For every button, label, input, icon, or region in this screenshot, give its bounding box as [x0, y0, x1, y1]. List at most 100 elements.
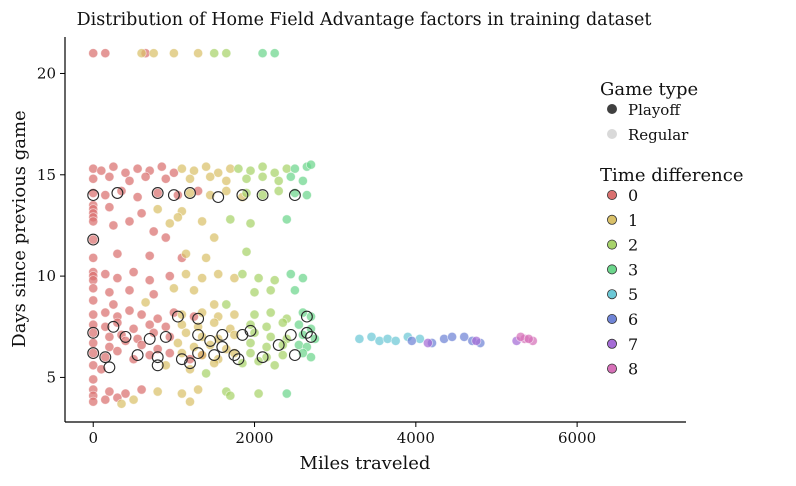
- point-series-2-43: [201, 368, 212, 379]
- point-series-7-1: [471, 335, 482, 346]
- y-tick-label-3: 20: [37, 64, 56, 82]
- point-series-1-26: [213, 269, 224, 280]
- point-series-1-21: [209, 232, 220, 243]
- point-series-3-22: [305, 352, 316, 363]
- point-series-3-12: [289, 285, 300, 296]
- legend-hue-label-5: 6: [628, 310, 638, 329]
- point-series-2-2: [233, 163, 244, 174]
- point-series-2-0: [209, 48, 220, 59]
- point-series-0-36: [112, 248, 123, 259]
- point-series-2-42: [225, 390, 236, 401]
- point-series-1-3: [193, 48, 204, 59]
- point-series-1-46: [205, 339, 216, 350]
- point-series-3-6: [297, 175, 308, 186]
- point-series-1-43: [229, 329, 240, 340]
- point-series-1-19: [197, 216, 208, 227]
- playoff-point-15: [192, 328, 205, 341]
- point-series-2-36: [277, 350, 288, 361]
- x-tick-label-0: 0: [88, 429, 98, 447]
- playoff-points: [87, 187, 317, 374]
- playoff-point-35: [216, 341, 229, 353]
- point-series-1-38: [209, 317, 220, 328]
- legend-size-label-0: Playoff: [628, 101, 681, 119]
- point-series-2-22: [249, 309, 260, 320]
- point-series-3-23: [281, 388, 292, 399]
- point-series-2-23: [265, 307, 276, 318]
- point-series-1-55: [152, 386, 163, 397]
- point-series-0-0: [88, 48, 99, 59]
- point-series-0-80: [112, 346, 123, 357]
- point-series-0-31: [108, 220, 119, 231]
- playoff-point-5: [236, 189, 249, 202]
- point-series-5-0: [354, 333, 365, 344]
- point-series-0-17: [100, 190, 111, 201]
- playoff-point-8: [288, 189, 301, 202]
- point-series-2-35: [261, 352, 272, 363]
- legend-hue-label-6: 7: [628, 335, 638, 354]
- point-series-6-3: [447, 331, 458, 342]
- point-series-0-64: [128, 323, 139, 334]
- point-series-1-29: [188, 285, 199, 296]
- point-series-3-2: [289, 163, 300, 174]
- point-series-0-32: [88, 234, 99, 245]
- x-tick-label-3: 6000: [558, 429, 596, 447]
- playoff-point-14: [159, 330, 172, 343]
- legend-hue-marker-6: [607, 338, 618, 349]
- point-series-0-18: [116, 185, 127, 196]
- point-series-3-0: [257, 48, 268, 59]
- playoff-point-39: [171, 310, 184, 323]
- point-series-0-14: [140, 171, 151, 182]
- point-series-1-28: [168, 283, 179, 294]
- x-tick-label-2: 4000: [397, 429, 435, 447]
- point-series-0-49: [124, 285, 135, 296]
- point-series-0-47: [88, 283, 99, 294]
- point-series-1-11: [221, 175, 232, 186]
- data-points: [88, 48, 538, 409]
- point-series-1-31: [209, 299, 220, 310]
- point-series-1-47: [221, 344, 232, 355]
- point-series-1-53: [184, 364, 195, 375]
- point-series-2-41: [253, 388, 264, 399]
- point-series-2-34: [245, 348, 256, 359]
- point-series-2-9: [273, 175, 284, 186]
- y-axis-label: Days since previous game: [9, 110, 30, 347]
- point-series-0-88: [88, 374, 99, 385]
- point-series-0-46: [164, 271, 175, 282]
- point-series-0-78: [88, 348, 99, 359]
- point-series-0-56: [124, 305, 135, 316]
- point-series-3-11: [297, 273, 308, 284]
- point-series-0-11: [88, 173, 99, 184]
- point-series-0-6: [120, 167, 131, 178]
- point-series-2-14: [245, 218, 256, 229]
- point-series-1-30: [140, 297, 151, 308]
- point-series-0-62: [100, 321, 111, 332]
- point-series-1-48: [176, 348, 187, 359]
- point-series-2-4: [257, 161, 268, 172]
- point-series-0-7: [132, 163, 143, 174]
- point-series-2-21: [221, 299, 232, 310]
- point-series-0-67: [88, 327, 99, 338]
- point-series-2-10: [241, 187, 252, 198]
- playoff-point-13: [143, 332, 156, 345]
- playoff-point-41: [300, 310, 313, 323]
- point-series-3-18: [309, 333, 320, 344]
- point-series-0-74: [104, 341, 115, 352]
- point-series-1-45: [188, 341, 199, 352]
- point-series-0-52: [108, 299, 119, 310]
- point-series-1-7: [213, 167, 224, 178]
- point-series-1-33: [197, 307, 208, 318]
- legend-hue-title: Time difference: [600, 165, 744, 186]
- point-series-0-65: [144, 319, 155, 330]
- point-series-2-11: [257, 190, 268, 201]
- playoff-point-24: [151, 351, 164, 364]
- point-series-0-10: [168, 167, 179, 178]
- point-series-0-5: [108, 161, 119, 172]
- point-series-2-28: [249, 327, 260, 338]
- playoff-point-18: [244, 324, 257, 337]
- point-series-0-73: [88, 337, 99, 348]
- playoff-point-31: [288, 349, 301, 362]
- point-series-2-29: [265, 331, 276, 342]
- point-series-1-27: [229, 273, 240, 284]
